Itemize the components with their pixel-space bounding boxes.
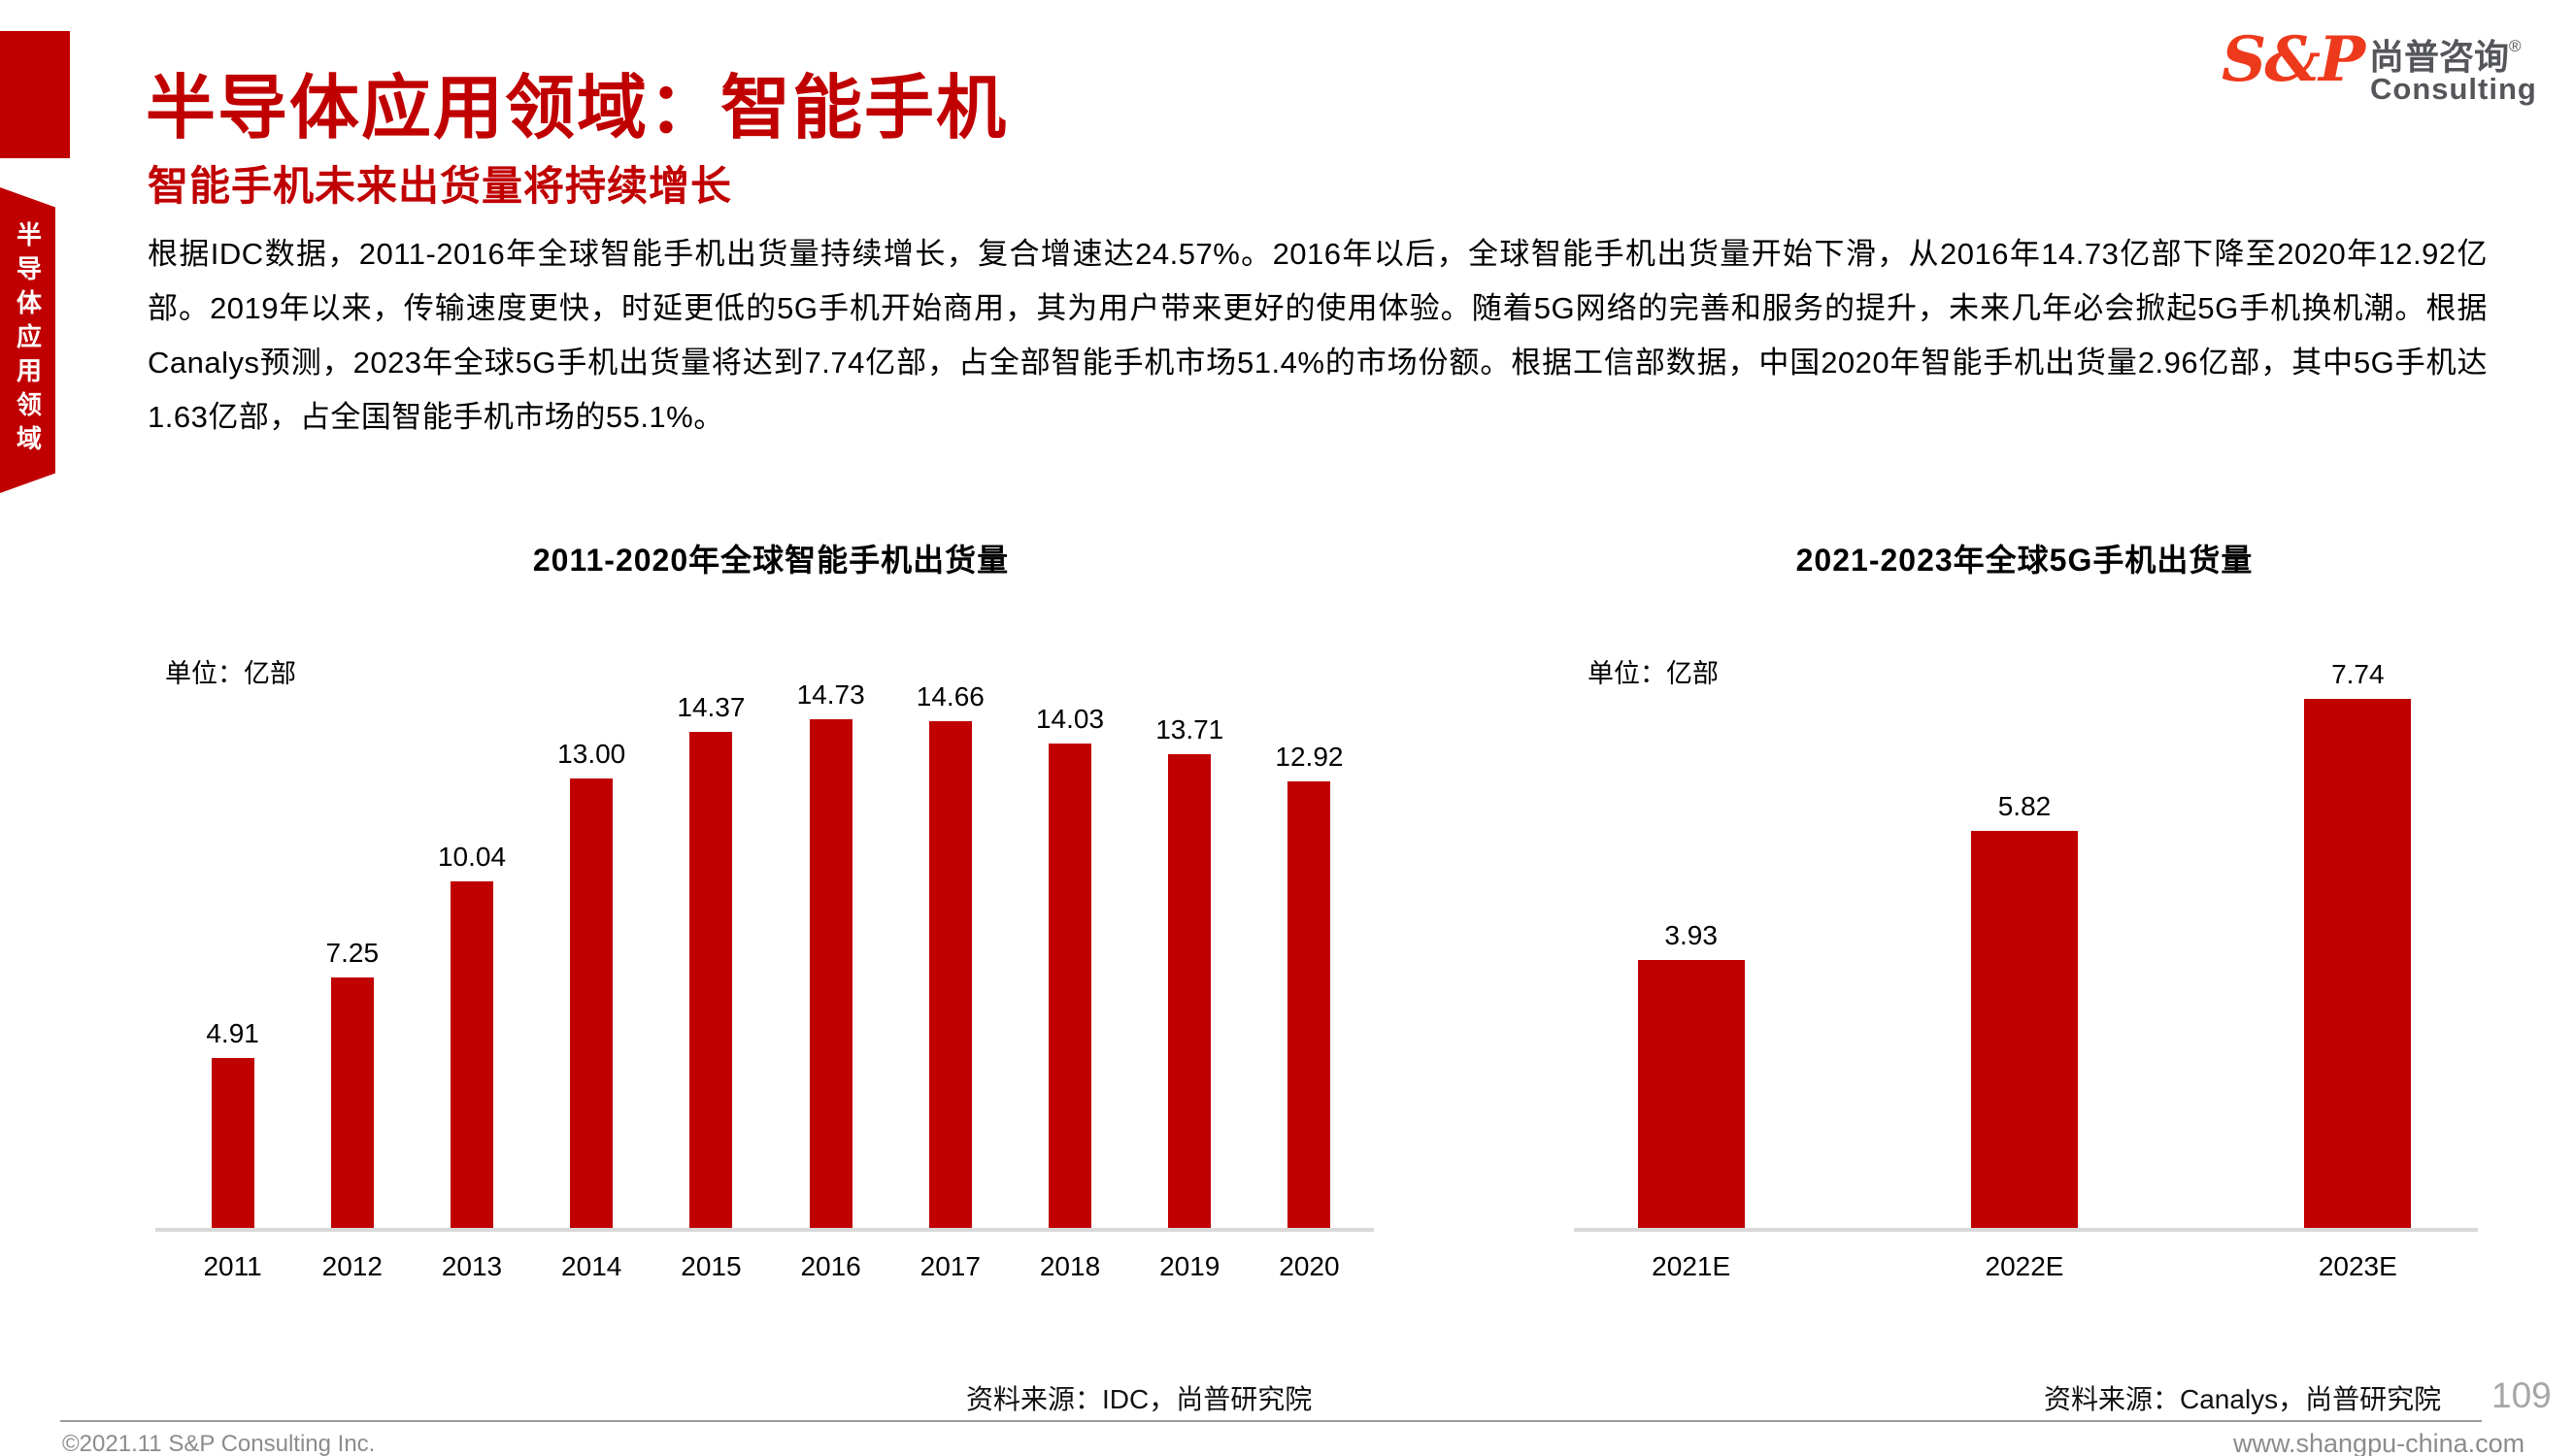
registered-trademark-icon: ® [2509,37,2522,55]
chart1-title: 2011-2020年全球智能手机出货量 [532,543,1010,578]
axis-category-label: 2017 [919,1251,981,1281]
sidebar-tab-label: 半导体应用领域 [13,221,43,459]
axis-category-label: 2022E [1985,1251,2064,1281]
chart1-unit-label: 单位：亿部 [165,659,296,688]
bar-group: 14.73 2016 [771,641,890,1281]
bar-group: 13.71 2019 [1130,641,1250,1281]
bar-value-label: 12.92 [1275,742,1344,772]
bar-value-label: 14.73 [796,679,865,710]
bar-group: 4.91 2011 [173,641,292,1281]
bar-value-label: 13.00 [557,739,626,769]
axis-category-label: 2018 [1039,1251,1101,1281]
bar [1287,781,1331,1228]
bar [1970,831,2078,1228]
axis-category-label: 2015 [681,1251,742,1281]
logo-consulting-text: Consulting [2370,72,2537,106]
bar-value-label: 14.37 [677,692,746,722]
bar [330,977,374,1228]
bar-group: 12.92 2020 [1250,641,1369,1281]
chart2-unit-label: 单位：亿部 [1588,659,1719,688]
axis-category-label: 2012 [321,1251,383,1281]
logo-chinese-name: 尚普咨询® [2369,29,2522,80]
footer-website: www.shangpu-china.com [2233,1429,2525,1456]
bar-value-label: 5.82 [1997,791,2052,821]
bar-group: 7.25 2012 [292,641,412,1281]
page-subtitle: 智能手机未来出货量将持续增长 [148,162,733,210]
axis-category-label: 2013 [441,1251,503,1281]
top-left-accent-square [0,31,70,158]
bar-group: 14.37 2015 [652,641,771,1281]
axis-category-label: 2020 [1279,1251,1340,1281]
chart2-source-note: 资料来源：Canalys，尚普研究院 [2044,1384,2442,1414]
bar [1049,744,1092,1228]
axis-category-label: 2016 [800,1251,861,1281]
axis-category-label: 2023E [2318,1251,2397,1281]
sidebar-ribbon: 半导体应用领域 [0,187,55,493]
bar-value-label: 7.25 [325,938,380,968]
bar-value-label: 14.03 [1035,704,1105,734]
bar [928,721,972,1228]
bar-value-label: 7.74 [2331,659,2385,689]
bar-group: 14.66 2017 [890,641,1010,1281]
axis-category-label: 2014 [561,1251,622,1281]
bar [2304,699,2412,1228]
global-5g-shipments-chart: 3.93 2021E 5.82 2022E 7.74 2023E [1524,641,2524,1281]
bar-group: 3.93 2021E [1524,641,1857,1281]
axis-category-label: 2021E [1652,1251,1731,1281]
bar [689,732,733,1228]
bar-value-label: 4.91 [206,1018,259,1048]
chart2-title: 2021-2023年全球5G手机出货量 [1795,543,2254,578]
chart1-x-axis-line [155,1228,1374,1232]
page-title: 半导体应用领域：智能手机 [146,66,1009,149]
company-logo: S&P 尚普咨询® Consulting [2222,17,2557,110]
bar-value-label: 13.71 [1155,714,1224,745]
page-number: 109 [2491,1375,2552,1415]
bar-value-label: 10.04 [437,842,507,872]
footer-divider [60,1420,2482,1422]
bar-value-label: 14.66 [916,681,985,711]
bar-group: 14.03 2018 [1010,641,1129,1281]
chart2-x-axis-line [1574,1228,2478,1232]
bar [451,881,493,1228]
bar [809,719,852,1228]
axis-category-label: 2019 [1159,1251,1220,1281]
axis-category-label: 2011 [203,1251,262,1281]
logo-cn-text: 尚普咨询 [2369,37,2510,77]
chart1-source-note: 资料来源：IDC，尚普研究院 [966,1384,1313,1414]
logo-sp-text: S&P [2222,23,2365,96]
body-paragraph: 根据IDC数据，2011-2016年全球智能手机出货量持续增长，复合增速达24.… [148,237,2488,434]
bar-value-label: 3.93 [1664,920,1718,950]
bar-group: 5.82 2022E [1857,641,2190,1281]
bar-group: 7.74 2023E [2191,641,2524,1281]
bar-group: 13.00 2014 [532,641,652,1281]
bar-group: 10.04 2013 [412,641,531,1281]
bar [1168,754,1212,1228]
bar [211,1058,254,1228]
bar [570,778,614,1228]
global-smartphone-shipments-chart: 4.91 2011 7.25 2012 10.04 2013 13.00 2014 14.37 2… [173,641,1369,1281]
footer-copyright: ©2021.11 S&P Consulting Inc. [62,1431,376,1456]
bar [1637,960,1745,1228]
